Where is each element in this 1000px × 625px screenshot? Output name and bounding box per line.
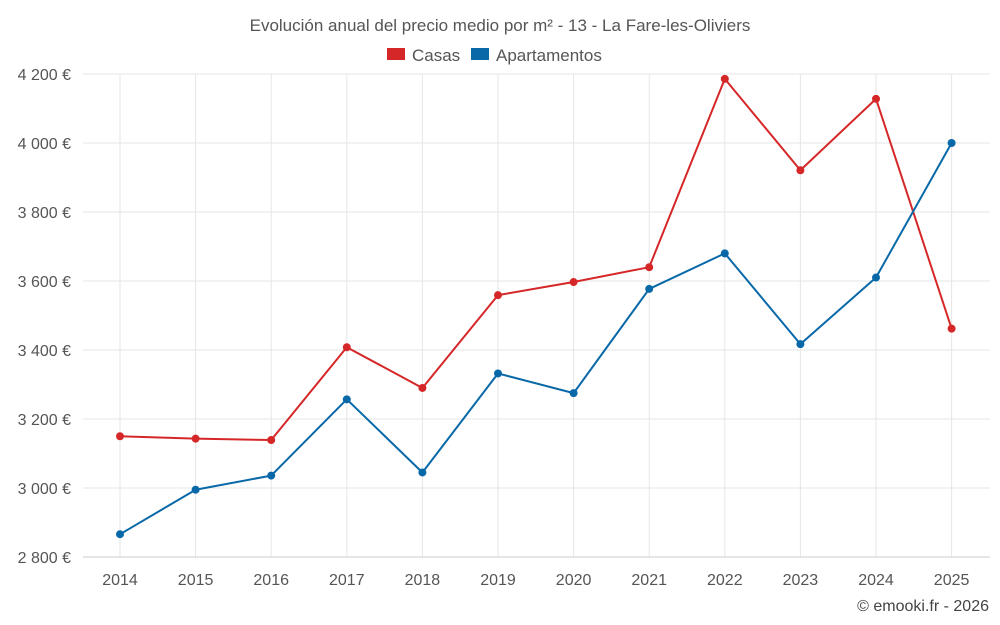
legend-swatch bbox=[471, 48, 489, 60]
data-point-apartamentos[interactable] bbox=[418, 468, 427, 477]
x-tick-label: 2022 bbox=[707, 572, 743, 589]
data-point-apartamentos[interactable] bbox=[645, 284, 654, 293]
data-point-apartamentos[interactable] bbox=[191, 485, 200, 494]
data-point-casas[interactable] bbox=[342, 343, 351, 352]
x-tick-label: 2015 bbox=[178, 572, 214, 589]
series-group bbox=[116, 74, 956, 539]
data-point-apartamentos[interactable] bbox=[569, 389, 578, 398]
x-tick-label: 2024 bbox=[858, 572, 894, 589]
data-point-casas[interactable] bbox=[267, 436, 276, 445]
series-line-apartamentos bbox=[119, 142, 953, 536]
y-tick-label: 3 600 € bbox=[18, 274, 71, 291]
x-tick-label: 2014 bbox=[102, 572, 138, 589]
data-point-casas[interactable] bbox=[872, 94, 880, 103]
credit-text: © emooki.fr - 2026 bbox=[857, 598, 989, 615]
legend-label: Apartamentos bbox=[496, 46, 602, 65]
y-tick-label: 3 200 € bbox=[18, 412, 71, 429]
x-tick-label: 2016 bbox=[253, 572, 289, 589]
series-apartamentos bbox=[116, 139, 956, 539]
data-point-casas[interactable] bbox=[645, 263, 654, 272]
x-axis-ticks: 2014 2015 2016 2017 2018 2019 2020 2021 2022 2023… bbox=[102, 572, 969, 589]
data-point-casas[interactable] bbox=[494, 291, 502, 300]
legend-item-casas[interactable]: Casas bbox=[387, 46, 460, 65]
legend-swatch bbox=[387, 48, 405, 60]
x-tick-label: 2018 bbox=[405, 572, 441, 589]
data-point-apartamentos[interactable] bbox=[947, 139, 956, 147]
data-point-casas[interactable] bbox=[569, 278, 578, 287]
x-tick-label: 2021 bbox=[631, 572, 667, 589]
y-tick-label: 4 000 € bbox=[18, 136, 71, 153]
y-tick-label: 4 200 € bbox=[18, 67, 71, 84]
data-point-casas[interactable] bbox=[796, 166, 805, 175]
y-grid bbox=[83, 73, 990, 558]
data-point-apartamentos[interactable] bbox=[796, 340, 805, 349]
data-point-casas[interactable] bbox=[418, 383, 427, 392]
x-tick-label: 2017 bbox=[329, 572, 365, 589]
data-point-casas[interactable] bbox=[720, 74, 729, 83]
data-point-apartamentos[interactable] bbox=[494, 369, 502, 378]
data-point-casas[interactable] bbox=[947, 324, 956, 333]
data-point-apartamentos[interactable] bbox=[342, 395, 351, 404]
data-point-apartamentos[interactable] bbox=[116, 530, 124, 539]
data-point-casas[interactable] bbox=[191, 434, 200, 443]
y-tick-label: 3 000 € bbox=[18, 481, 71, 498]
chart-title: Evolución anual del precio medio por m² … bbox=[250, 16, 751, 35]
y-tick-label: 3 400 € bbox=[18, 343, 71, 360]
series-casas bbox=[116, 74, 956, 445]
x-tick-label: 2020 bbox=[556, 572, 592, 589]
data-point-apartamentos[interactable] bbox=[872, 273, 880, 282]
legend-label: Casas bbox=[412, 46, 460, 65]
data-point-casas[interactable] bbox=[116, 432, 124, 441]
y-tick-label: 2 800 € bbox=[18, 550, 71, 567]
legend-item-apartamentos[interactable]: Apartamentos bbox=[471, 46, 602, 65]
y-tick-label: 3 800 € bbox=[18, 205, 71, 222]
data-point-apartamentos[interactable] bbox=[720, 249, 729, 258]
y-axis-ticks: 2 800 € 3 000 € 3 200 € 3 400 € 3 600 € 3 800… bbox=[18, 67, 71, 567]
x-tick-label: 2025 bbox=[934, 572, 970, 589]
series-line-casas bbox=[119, 77, 953, 442]
x-tick-label: 2019 bbox=[480, 572, 516, 589]
x-grid bbox=[119, 74, 953, 557]
data-point-apartamentos[interactable] bbox=[267, 471, 276, 480]
x-tick-label: 2023 bbox=[783, 572, 819, 589]
legend: Casas Apartamentos bbox=[387, 46, 602, 65]
